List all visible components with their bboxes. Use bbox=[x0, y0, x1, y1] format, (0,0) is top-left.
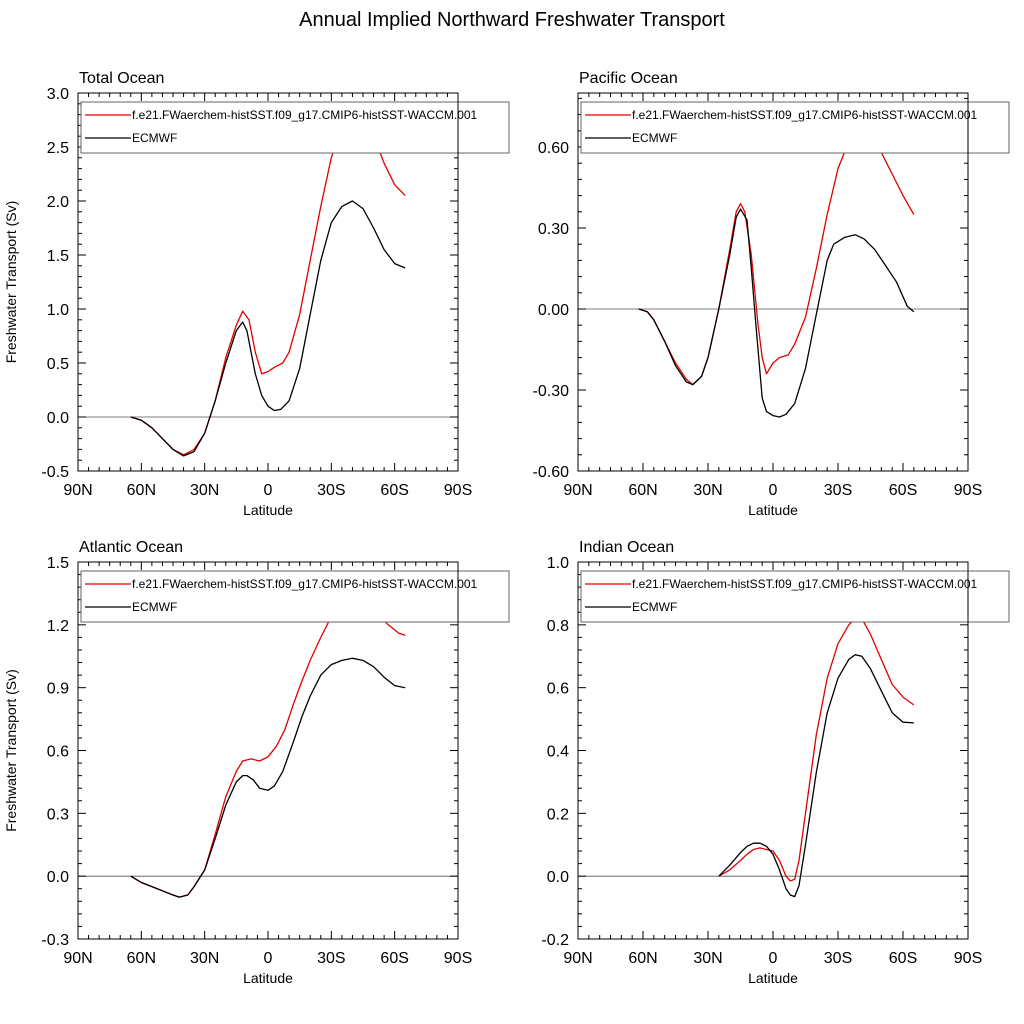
legend-label-model: f.e21.FWaerchem-histSST.f09_g17.CMIP6-hi… bbox=[132, 108, 478, 122]
x-tick-label: 90N bbox=[63, 950, 92, 967]
legend-label-obs: ECMWF bbox=[632, 131, 677, 145]
y-tick-label: 1.0 bbox=[547, 555, 569, 572]
y-axis-label: Freshwater Transport (Sv) bbox=[3, 669, 19, 832]
x-tick-label: 30N bbox=[693, 482, 722, 499]
x-tick-label: 0 bbox=[264, 482, 273, 499]
legend-label-obs: ECMWF bbox=[132, 600, 177, 614]
x-tick-label: 30S bbox=[824, 950, 852, 967]
series-line-obs bbox=[130, 657, 406, 898]
chart-panel-3: Atlantic Ocean 90N 60N 30N 0 30S 60S 90S -0.3 0.0… bbox=[3, 539, 510, 986]
legend-label-model: f.e21.FWaerchem-histSST.f09_g17.CMIP6-hi… bbox=[132, 577, 478, 591]
chart-panel-4: Indian Ocean 90N 60N 30N 0 30S 60S 90S -0.2 0.0 0.… bbox=[541, 539, 1010, 986]
x-tick-label: 60N bbox=[628, 950, 657, 967]
x-axis-label: Latitude bbox=[243, 970, 293, 986]
legend-box bbox=[580, 570, 1010, 623]
legend-label-model: f.e21.FWaerchem-histSST.f09_g17.CMIP6-hi… bbox=[632, 577, 978, 591]
x-axis-label: Latitude bbox=[243, 502, 293, 518]
legend-box bbox=[80, 101, 510, 154]
x-tick-label: 90N bbox=[563, 950, 592, 967]
y-tick-label: 2.5 bbox=[47, 140, 69, 157]
x-tick-label: 90N bbox=[563, 482, 592, 499]
x-tick-label: 30N bbox=[190, 482, 219, 499]
x-tick-label: 90N bbox=[63, 482, 92, 499]
legend-label-obs: ECMWF bbox=[632, 600, 677, 614]
series-line-obs bbox=[130, 200, 406, 457]
y-tick-label: 0.60 bbox=[538, 140, 569, 157]
y-tick-label: 0.6 bbox=[47, 744, 69, 761]
y-tick-label: 0.00 bbox=[538, 302, 569, 319]
y-tick-label: -0.2 bbox=[541, 932, 569, 949]
plot-frame bbox=[577, 561, 969, 940]
y-tick-label: 1.5 bbox=[47, 248, 69, 265]
y-tick-label: -0.3 bbox=[41, 932, 69, 949]
chart-panels: Total Ocean 90N 60N 30N 0 30S 60S 90S -0.5 0.0 0.5… bbox=[3, 70, 1010, 986]
x-tick-label: 0 bbox=[769, 950, 778, 967]
y-tick-label: 1.5 bbox=[47, 555, 69, 572]
y-tick-label: 0.6 bbox=[547, 681, 569, 698]
y-tick-label: 0.5 bbox=[47, 356, 69, 373]
x-axis-label: Latitude bbox=[748, 970, 798, 986]
x-tick-label: 90S bbox=[954, 482, 982, 499]
y-tick-label: 0.0 bbox=[47, 410, 69, 427]
y-tick-label: 0.2 bbox=[547, 806, 569, 823]
chart-panel-1: Total Ocean 90N 60N 30N 0 30S 60S 90S -0.5 0.0 0.5… bbox=[3, 70, 510, 518]
y-tick-label: 0.0 bbox=[47, 869, 69, 886]
series-line-model bbox=[130, 594, 406, 898]
x-tick-label: 30N bbox=[190, 950, 219, 967]
x-tick-label: 60S bbox=[889, 950, 917, 967]
x-tick-label: 0 bbox=[264, 950, 273, 967]
x-tick-label: 90S bbox=[444, 950, 472, 967]
plot-frame bbox=[577, 92, 969, 472]
series-line-obs bbox=[718, 654, 914, 898]
x-tick-label: 60N bbox=[628, 482, 657, 499]
x-tick-label: 60S bbox=[380, 950, 408, 967]
chart-panel-2: Pacific Ocean 90N 60N 30N 0 30S 60S 90S -0.60 -0.… bbox=[533, 70, 1010, 518]
y-tick-label: 0.0 bbox=[547, 869, 569, 886]
y-tick-label: 3.0 bbox=[47, 86, 69, 103]
y-axis-label: Freshwater Transport (Sv) bbox=[3, 201, 19, 364]
series-line-model bbox=[130, 110, 406, 456]
x-tick-label: 90S bbox=[954, 950, 982, 967]
x-axis-label: Latitude bbox=[748, 502, 798, 518]
legend-label-model: f.e21.FWaerchem-histSST.f09_g17.CMIP6-hi… bbox=[632, 108, 978, 122]
y-tick-label: 0.4 bbox=[547, 744, 569, 761]
series-line-model bbox=[638, 132, 915, 386]
x-tick-label: 60N bbox=[127, 950, 156, 967]
y-tick-label: 1.2 bbox=[47, 618, 69, 635]
x-tick-label: 0 bbox=[769, 482, 778, 499]
legend-label-obs: ECMWF bbox=[132, 131, 177, 145]
panel-title: Total Ocean bbox=[79, 70, 164, 87]
legend-box bbox=[580, 101, 1010, 154]
x-tick-label: 30S bbox=[824, 482, 852, 499]
y-tick-label: -0.60 bbox=[533, 464, 570, 481]
y-tick-label: 1.0 bbox=[47, 302, 69, 319]
series-line-obs bbox=[638, 208, 915, 418]
panel-title: Indian Ocean bbox=[579, 539, 674, 556]
y-tick-label: 0.9 bbox=[47, 681, 69, 698]
plot-frame bbox=[77, 92, 459, 472]
y-tick-label: 0.30 bbox=[538, 221, 569, 238]
figure-title: Annual Implied Northward Freshwater Tran… bbox=[299, 9, 725, 31]
series-line-model bbox=[718, 617, 915, 882]
x-tick-label: 60N bbox=[127, 482, 156, 499]
x-tick-label: 60S bbox=[889, 482, 917, 499]
plot-frame bbox=[77, 561, 459, 940]
x-tick-label: 60S bbox=[380, 482, 408, 499]
x-tick-label: 30N bbox=[693, 950, 722, 967]
y-tick-label: 2.0 bbox=[47, 194, 69, 211]
y-tick-label: 0.3 bbox=[47, 806, 69, 823]
y-tick-label: -0.5 bbox=[41, 464, 69, 481]
panel-title: Pacific Ocean bbox=[579, 70, 678, 87]
y-tick-label: 0.8 bbox=[547, 618, 569, 635]
panel-title: Atlantic Ocean bbox=[79, 539, 183, 556]
legend-box bbox=[80, 570, 510, 623]
x-tick-label: 30S bbox=[317, 950, 345, 967]
x-tick-label: 90S bbox=[444, 482, 472, 499]
x-tick-label: 30S bbox=[317, 482, 345, 499]
y-tick-label: -0.30 bbox=[533, 383, 570, 400]
